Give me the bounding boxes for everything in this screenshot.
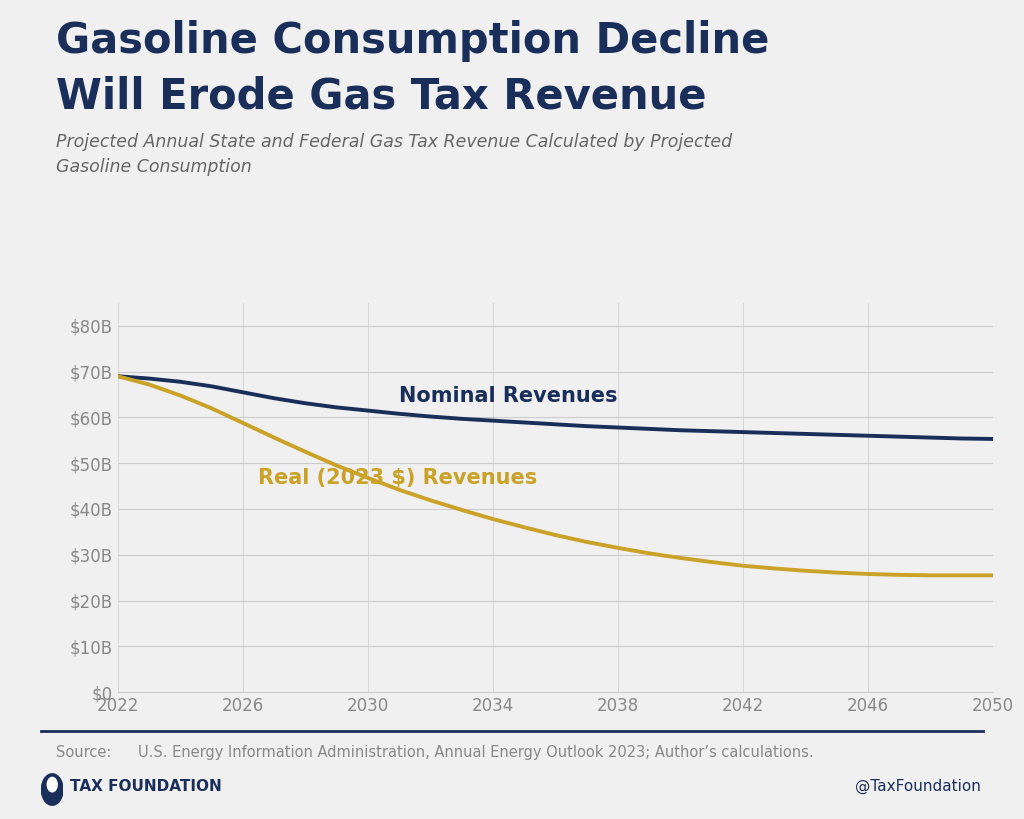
Text: Real (2023 $) Revenues: Real (2023 $) Revenues — [258, 468, 538, 488]
Circle shape — [47, 777, 57, 792]
Text: Will Erode Gas Tax Revenue: Will Erode Gas Tax Revenue — [56, 75, 707, 117]
Text: Gasoline Consumption Decline: Gasoline Consumption Decline — [56, 20, 770, 62]
Text: U.S. Energy Information Administration, Annual Energy Outlook 2023; Author’s cal: U.S. Energy Information Administration, … — [138, 745, 814, 760]
Text: Nominal Revenues: Nominal Revenues — [399, 386, 617, 406]
Text: TAX FOUNDATION: TAX FOUNDATION — [70, 779, 221, 794]
Text: @TaxFoundation: @TaxFoundation — [855, 779, 981, 794]
Text: Projected Annual State and Federal Gas Tax Revenue Calculated by Projected
Gasol: Projected Annual State and Federal Gas T… — [56, 133, 732, 176]
Text: Source:: Source: — [56, 745, 112, 760]
Circle shape — [41, 774, 63, 805]
